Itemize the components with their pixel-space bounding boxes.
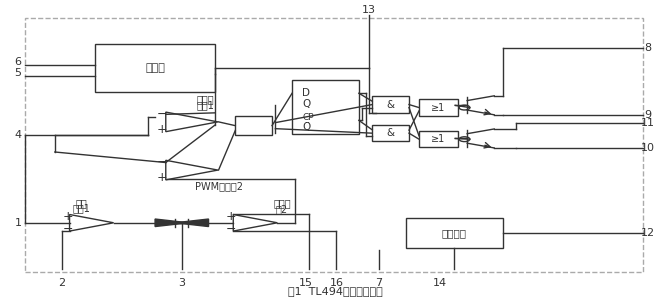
Text: 基准电源: 基准电源 [442, 228, 466, 238]
Text: 9: 9 [645, 110, 652, 120]
Text: −: − [62, 223, 72, 236]
Text: 14: 14 [433, 278, 447, 288]
Text: 误差: 误差 [76, 198, 87, 208]
Text: 8: 8 [645, 43, 652, 53]
Text: 1: 1 [15, 218, 21, 228]
FancyBboxPatch shape [406, 218, 503, 248]
Text: 5: 5 [15, 68, 21, 78]
Text: &: & [386, 128, 395, 138]
Text: 死区比: 死区比 [197, 94, 214, 104]
Text: 大2: 大2 [276, 204, 288, 214]
Text: Q: Q [302, 99, 311, 109]
Text: ≥1: ≥1 [431, 134, 446, 144]
Text: 较器1: 较器1 [196, 100, 214, 110]
Text: PWM比较器2: PWM比较器2 [195, 182, 242, 192]
FancyBboxPatch shape [236, 116, 272, 136]
Text: −: − [226, 223, 236, 236]
Text: 误差放: 误差放 [273, 198, 291, 208]
FancyBboxPatch shape [419, 99, 458, 116]
Text: 16: 16 [330, 278, 344, 288]
FancyBboxPatch shape [95, 43, 215, 92]
Text: +: + [156, 123, 167, 136]
Text: 11: 11 [641, 118, 655, 128]
Text: 7: 7 [375, 278, 382, 288]
Text: 图1  TL494内部结构框图: 图1 TL494内部结构框图 [288, 286, 383, 296]
Text: +: + [62, 210, 73, 223]
Text: 13: 13 [362, 5, 376, 15]
Text: CP: CP [302, 113, 314, 122]
Text: ≥1: ≥1 [431, 102, 446, 112]
Text: 12: 12 [641, 228, 656, 238]
FancyBboxPatch shape [292, 80, 359, 134]
Text: Q̄: Q̄ [302, 123, 311, 133]
FancyBboxPatch shape [25, 18, 643, 272]
Text: &: & [386, 99, 395, 109]
Text: +: + [226, 210, 237, 223]
Text: 放大1: 放大1 [72, 204, 91, 214]
Text: 4: 4 [15, 130, 21, 140]
Text: −: − [156, 108, 167, 121]
Text: −: − [156, 156, 167, 169]
Polygon shape [175, 219, 209, 226]
Text: 振荡器: 振荡器 [145, 63, 165, 73]
Text: 2: 2 [58, 278, 65, 288]
Text: 10: 10 [641, 143, 655, 153]
Text: D: D [302, 88, 310, 98]
FancyBboxPatch shape [419, 131, 458, 147]
Text: 3: 3 [178, 278, 185, 288]
FancyBboxPatch shape [372, 96, 409, 113]
Text: 6: 6 [15, 57, 21, 67]
FancyBboxPatch shape [372, 125, 409, 141]
Polygon shape [155, 219, 189, 226]
Text: 15: 15 [299, 278, 313, 288]
Text: +: + [156, 171, 167, 184]
